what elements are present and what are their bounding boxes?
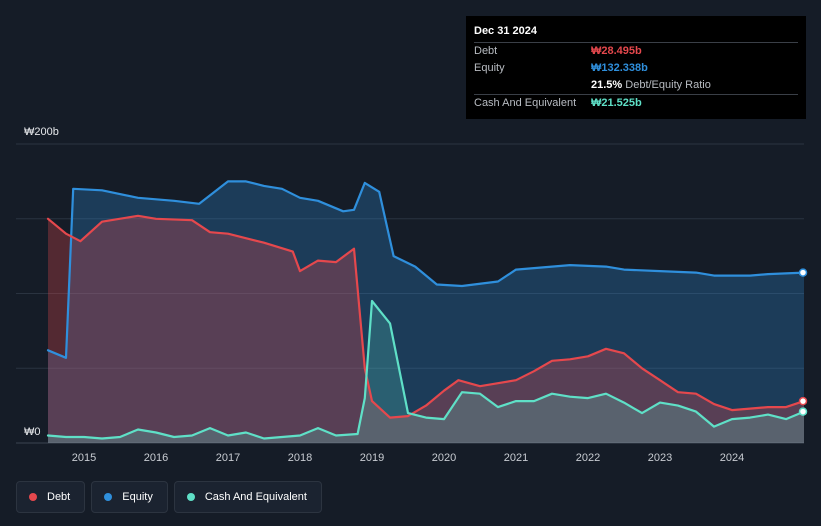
area-equity	[48, 181, 804, 443]
legend-item-equity[interactable]: Equity	[91, 481, 168, 513]
debt-equity-chart: 2015 2016 2017 2018 2019 2020 2021 2022 2023 2024…	[16, 126, 808, 464]
x-tick-label: 2015	[72, 452, 96, 464]
grid-layer	[16, 143, 804, 444]
line-cash-and-equivalent	[46, 299, 806, 440]
tooltip-ratio-label	[474, 77, 591, 94]
tooltip-equity-value: ₩132.338b	[591, 62, 648, 74]
x-tick-label: 2024	[720, 452, 744, 464]
x-tick-label: 2016	[144, 452, 168, 464]
endpoint-equity	[798, 268, 808, 277]
x-tick-label: 2017	[216, 452, 240, 464]
tooltip-row-ratio: 21.5% Debt/Equity Ratio	[474, 77, 798, 94]
legend-label-equity: Equity	[122, 491, 153, 503]
tooltip-ratio-suffix: Debt/Equity Ratio	[625, 79, 711, 91]
legend-item-debt[interactable]: Debt	[16, 481, 86, 513]
tooltip-row-debt: Debt ₩28.495b	[474, 42, 798, 60]
tooltip-ratio-value: 21.5% Debt/Equity Ratio	[591, 77, 711, 94]
area-cash-and-equivalent	[48, 301, 804, 443]
legend-dot-cash	[186, 493, 195, 501]
tooltip-row-equity: Equity ₩132.338b	[474, 60, 798, 77]
line-equity	[46, 180, 806, 359]
line-debt	[46, 214, 806, 419]
y-axis-zero-label: ₩0	[24, 426, 41, 438]
axis-layer: 2015 2016 2017 2018 2019 2020 2021 2022 2023 2024	[72, 452, 744, 464]
tooltip-cash-value: ₩21.525b	[591, 97, 642, 109]
endpoint-debt	[798, 396, 808, 406]
tooltip-panel: Dec 31 2024 Debt ₩28.495b Equity ₩132.33…	[466, 16, 806, 119]
tooltip-debt-value: ₩28.495b	[591, 45, 642, 57]
x-tick-label: 2020	[432, 452, 456, 464]
tooltip-cash-label: Cash And Equivalent	[474, 97, 577, 109]
x-tick-label: 2022	[576, 452, 600, 464]
tooltip-date: Dec 31 2024	[474, 25, 537, 37]
line-layer	[46, 180, 808, 440]
x-tick-label: 2021	[504, 452, 528, 464]
tooltip-debt-label: Debt	[474, 45, 498, 57]
chart-legend: Debt Equity Cash And Equivalent	[16, 481, 322, 513]
legend-dot-debt	[29, 493, 37, 501]
area-layer	[48, 181, 804, 443]
tooltip-ratio-percent: 21.5%	[591, 79, 623, 91]
legend-item-cash[interactable]: Cash And Equivalent	[173, 481, 322, 513]
legend-dot-equity	[104, 493, 113, 501]
tooltip-row-cash: Cash And Equivalent ₩21.525b	[474, 94, 798, 112]
legend-label-debt: Debt	[47, 491, 71, 503]
x-tick-label: 2019	[360, 452, 384, 464]
x-tick-label: 2023	[648, 452, 672, 464]
x-tick-label: 2018	[288, 452, 312, 464]
y-axis-top-label: ₩200b	[24, 126, 59, 138]
endpoint-cash-and-equivalent	[798, 407, 808, 416]
tooltip-equity-label: Equity	[474, 62, 505, 74]
area-debt	[48, 215, 804, 443]
legend-label-cash: Cash And Equivalent	[204, 491, 307, 503]
